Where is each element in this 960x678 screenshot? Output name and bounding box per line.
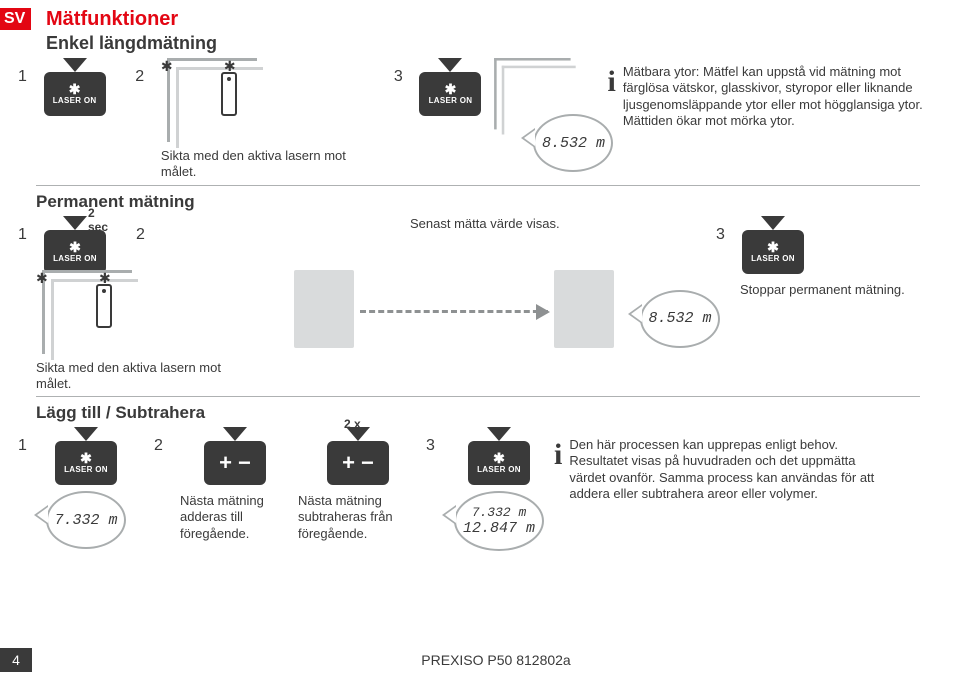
laser-on-button[interactable]: ✱ LASER ON: [468, 441, 530, 485]
laser-on-button[interactable]: ✱ LASER ON: [742, 230, 804, 274]
info-text: Mätbara ytor: Mätfel kan uppstå vid mätn…: [623, 64, 940, 129]
sub-caption: Nästa mätning subtraheras från föregåend…: [298, 493, 418, 542]
section2-heading: Permanent mätning: [36, 192, 940, 212]
measurement-bubble: 8.532 m: [533, 114, 613, 172]
stop-caption: Stoppar permanent mätning.: [740, 282, 920, 298]
laser-on-label: LASER ON: [53, 96, 97, 105]
plus-minus-button[interactable]: + −: [327, 441, 389, 485]
last-value-caption: Senast mätta värde visas.: [410, 216, 560, 232]
laser-on-label: LASER ON: [751, 254, 795, 263]
laser-on-button[interactable]: ✱ LASER ON: [55, 441, 117, 485]
screen-ghost: [294, 270, 354, 348]
step-number: 3: [394, 58, 412, 86]
step-number: 1: [18, 58, 36, 86]
step-number: 3: [426, 427, 444, 455]
screen-ghost: [554, 270, 614, 348]
laser-on-label: LASER ON: [64, 465, 108, 474]
measurement-value: 8.532 m: [648, 310, 711, 327]
add-caption: Nästa mätning adderas till föregående.: [180, 493, 290, 542]
laser-on-button[interactable]: ✱ LASER ON: [44, 230, 106, 274]
step-number: 3: [716, 216, 734, 244]
section3-heading: Lägg till / Subtrahera: [36, 403, 940, 423]
aim-caption: Sikta med den aktiva lasern mot målet.: [161, 148, 361, 181]
aim-caption: Sikta med den aktiva lasern mot målet.: [36, 360, 256, 393]
laser-on-label: LASER ON: [53, 254, 97, 263]
info-icon: i: [607, 64, 616, 100]
aiming-diagram: ✱ ✱: [161, 58, 281, 144]
measurement-bubble: 8.532 m: [640, 290, 720, 348]
page-number: 4: [0, 648, 32, 672]
step-number: 1: [18, 427, 36, 455]
measurement-value: 8.532 m: [542, 135, 605, 152]
page-title: Mätfunktioner: [46, 8, 940, 31]
aiming-diagram: ✱ ✱: [36, 270, 156, 356]
info-text: Den här processen kan upprepas enligt be…: [569, 437, 884, 502]
measurement-value: 12.847 m: [463, 520, 535, 537]
measurement-value: 7.332 m: [472, 505, 527, 520]
laser-on-button[interactable]: ✱ LASER ON: [419, 72, 481, 116]
measurement-bubble: 7.332 m: [46, 491, 126, 549]
motion-arrow: [360, 310, 548, 313]
document-id: PREXISO P50 812802a: [32, 652, 960, 668]
step-number: 2: [136, 216, 154, 244]
measurement-bubble: 7.332 m 12.847 m: [454, 491, 544, 551]
measurement-value: 7.332 m: [54, 512, 117, 529]
step-number: 2: [154, 427, 172, 455]
section1-heading: Enkel längdmätning: [46, 33, 940, 54]
laser-on-label: LASER ON: [429, 96, 473, 105]
laser-on-label: LASER ON: [477, 465, 521, 474]
plus-minus-button[interactable]: + −: [204, 441, 266, 485]
footer: 4 PREXISO P50 812802a: [0, 648, 960, 672]
plus-minus-icon: + −: [342, 450, 374, 476]
laser-on-button[interactable]: ✱ LASER ON: [44, 72, 106, 116]
language-tag: SV: [0, 8, 31, 30]
info-icon: i: [554, 437, 563, 473]
step-number: 1: [18, 216, 36, 244]
plus-minus-icon: + −: [219, 450, 251, 476]
step-number: 2: [135, 58, 153, 86]
